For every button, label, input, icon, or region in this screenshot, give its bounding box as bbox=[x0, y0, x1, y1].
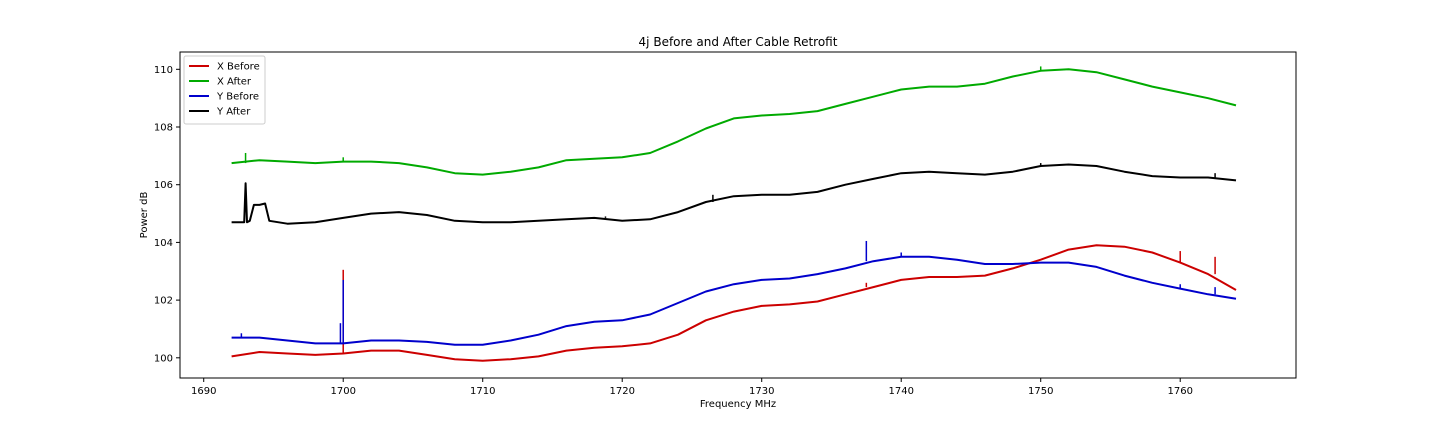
legend: X Before X After Y Before Y After bbox=[183, 55, 266, 125]
y-axis-label: Power dB bbox=[139, 192, 150, 239]
legend-label: X After bbox=[217, 77, 252, 88]
x-tick-label: 1760 bbox=[1167, 386, 1192, 397]
legend-label: Y Before bbox=[216, 92, 259, 103]
plot-area bbox=[231, 66, 1237, 362]
series-line-3 bbox=[231, 255, 1237, 346]
series-line-2 bbox=[231, 68, 1237, 176]
x-tick-label: 1700 bbox=[330, 386, 355, 397]
x-tick-label: 1710 bbox=[470, 386, 495, 397]
y-tick-label: 106 bbox=[154, 180, 173, 191]
legend-label: X Before bbox=[217, 62, 260, 73]
y-axis: 100 102 104 106 108 110 bbox=[154, 65, 180, 364]
chart-title: 4j Before and After Cable Retrofit bbox=[639, 35, 838, 49]
x-axis: 1690 1700 1710 1720 1730 1740 1750 1760 bbox=[191, 378, 1193, 397]
y-tick-label: 108 bbox=[154, 123, 173, 134]
series-line-1 bbox=[231, 244, 1237, 362]
x-tick-label: 1720 bbox=[609, 386, 634, 397]
plot-frame bbox=[179, 51, 1297, 379]
legend-label: Y After bbox=[216, 107, 251, 118]
y-tick-label: 102 bbox=[154, 296, 173, 307]
x-tick-label: 1730 bbox=[749, 386, 774, 397]
y-tick-label: 104 bbox=[154, 238, 173, 249]
y-tick-label: 100 bbox=[154, 353, 173, 364]
x-tick-label: 1690 bbox=[191, 386, 216, 397]
series-line-4 bbox=[231, 163, 1237, 225]
x-tick-label: 1740 bbox=[888, 386, 913, 397]
x-tick-label: 1750 bbox=[1028, 386, 1053, 397]
legend-box bbox=[183, 55, 266, 125]
x-axis-label: Frequency MHz bbox=[700, 399, 776, 410]
y-tick-label: 110 bbox=[154, 65, 173, 76]
